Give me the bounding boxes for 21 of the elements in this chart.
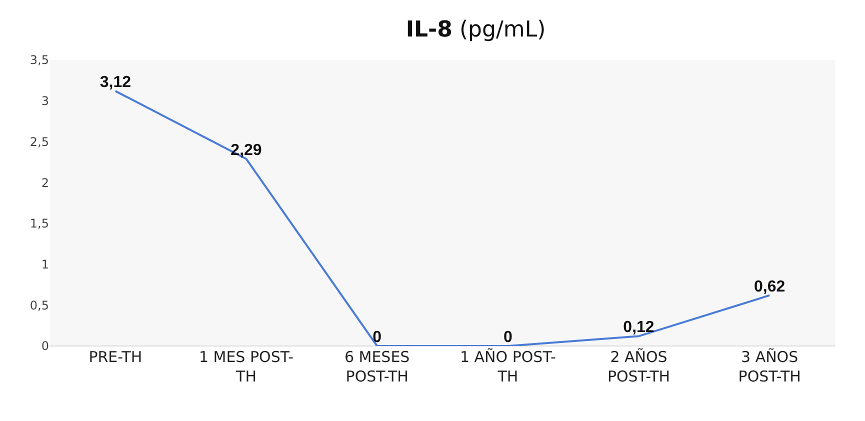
x-tick-label: 6 MESES POST-TH [344,348,410,386]
data-label: 0 [372,329,382,346]
y-tick-label: 0,5 [30,298,49,312]
y-tick-label: 3,5 [30,53,49,68]
data-label: 3,12 [100,74,132,92]
y-tick-label: 1,5 [30,216,49,231]
y-tick-label: 2,5 [30,134,49,149]
y-tick-label: 0 [41,339,49,354]
x-tick-label: 1 MES POST-TH [198,348,294,386]
x-tick-label: 3 AÑOS POST-TH [738,348,801,386]
y-tick-label: 2 [41,176,49,190]
data-label: 0,62 [754,278,786,296]
y-tick-label: 1 [41,257,49,272]
chart-title: IL-8 (pg/mL) [406,17,546,42]
data-label: 0 [503,329,512,346]
data-label: 2,29 [230,142,262,159]
x-tick-label: 1 AÑO POST-TH [460,348,556,386]
x-tick-label: 2 AÑOS POST-TH [607,348,670,386]
x-tick-label: PRE-TH [88,348,142,366]
data-label: 0,12 [623,319,654,336]
y-tick-label: 3 [41,94,49,108]
